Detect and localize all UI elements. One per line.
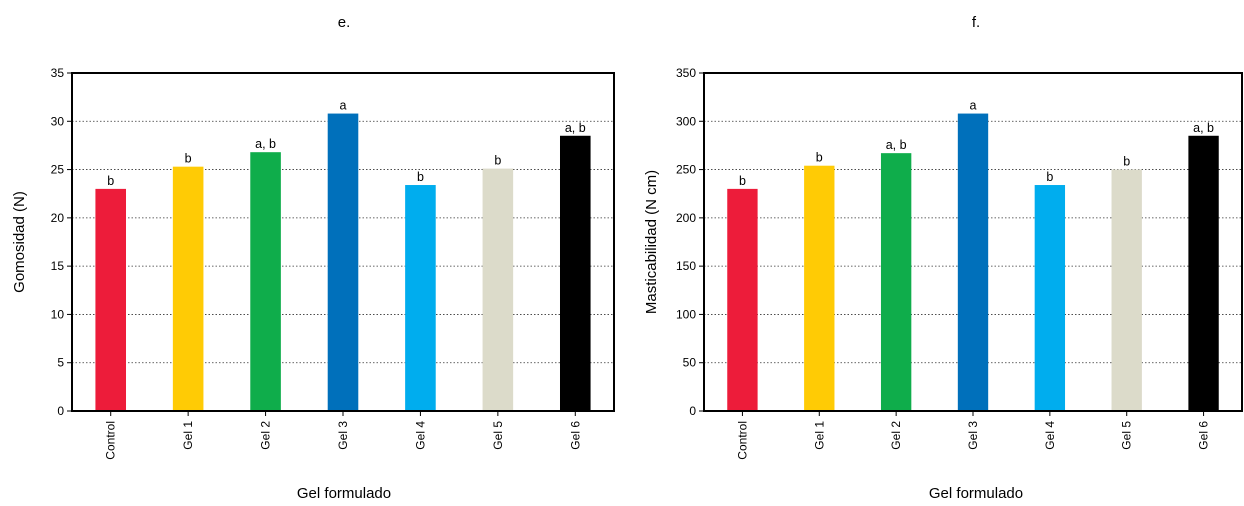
category-label: Gel 5 [1120,421,1134,450]
significance-label: b [816,151,823,165]
category-label: Control [735,421,749,460]
bar [250,152,281,411]
y-tick-label: 35 [51,66,65,80]
y-tick-label: 20 [51,211,65,225]
bar [727,188,758,411]
category-label: Gel 1 [181,421,195,450]
y-tick-label: 10 [51,307,65,321]
bar [804,165,835,411]
category-label: Gel 5 [491,421,505,450]
significance-label: a, b [1193,121,1214,135]
significance-label: b [739,174,746,188]
y-tick-label: 0 [57,404,64,418]
y-tick-label: 300 [676,114,696,128]
significance-label: b [417,170,424,184]
significance-label: b [494,154,501,168]
significance-label: a, b [255,137,276,151]
y-tick-label: 200 [676,211,696,225]
category-label: Gel 1 [812,421,826,450]
y-tick-label: 0 [689,404,696,418]
significance-label: a [340,99,347,113]
significance-label: b [1046,170,1053,184]
y-tick-label: 150 [676,259,696,273]
category-label: Gel 2 [889,421,903,450]
significance-label: a, b [565,121,586,135]
bar [405,185,436,411]
chart-panel-e: e. Gomosidad (N) Gel formulado 0 5 10 15 20 2… [11,14,615,502]
panel-label: f. [972,14,980,31]
significance-label: b [185,152,192,166]
y-tick-label: 25 [51,163,65,177]
bar [1034,185,1066,411]
y-tick-label: 30 [51,114,65,128]
x-axis-title: Gel formulado [297,485,391,502]
y-axis-title: Gomosidad (N) [11,191,28,293]
bar [957,113,989,411]
bar [1111,169,1142,411]
bar [482,168,514,411]
plot-frame [71,72,615,412]
x-axis-title: Gel formulado [929,485,1023,502]
category-label: Gel 4 [413,421,427,450]
category-label: Gel 4 [1043,421,1057,450]
bar [95,188,127,411]
y-tick-label: 5 [57,356,64,370]
category-label: Gel 2 [259,421,273,450]
significance-label: b [107,174,114,188]
category-label: Gel 6 [1197,421,1211,450]
bar [172,166,204,411]
y-tick-label: 50 [683,356,697,370]
category-label: Gel 3 [336,421,350,450]
bar [327,113,359,411]
category-label: Gel 6 [568,421,582,450]
bar [559,135,591,411]
bar [880,153,912,411]
y-tick-label: 350 [676,66,696,80]
y-axis-title: Masticabilidad (N cm) [643,170,660,314]
significance-label: a, b [886,138,907,152]
significance-label: a [970,99,977,113]
plot-frame [703,72,1243,412]
significance-label: b [1123,155,1130,169]
y-tick-label: 100 [676,307,696,321]
chart-panel-f: f. Masticabilidad (N cm) Gel formulado 0… [643,14,1243,502]
category-label: Gel 3 [966,421,980,450]
panel-label: e. [338,14,351,31]
y-tick-label: 15 [51,259,65,273]
bar [1188,135,1219,411]
y-tick-label: 250 [676,163,696,177]
category-label: Control [104,421,118,460]
